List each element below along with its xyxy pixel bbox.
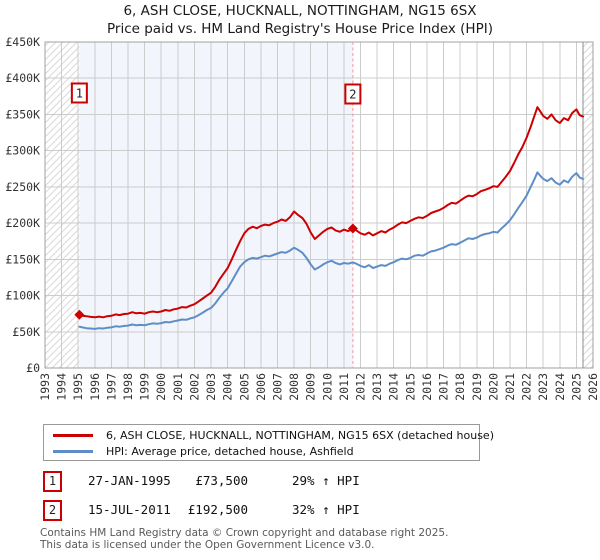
y-axis-tick-label: £250K xyxy=(5,180,40,194)
x-axis-tick-label: 2015 xyxy=(403,373,417,401)
x-axis-tick-label: 1999 xyxy=(138,373,152,401)
x-axis-tick-label: 2022 xyxy=(520,373,534,401)
transaction-row: 2 15-JUL-2011 £192,500 32% ↑ HPI xyxy=(0,500,600,521)
x-axis-tick-label: 2004 xyxy=(221,373,235,401)
x-axis-tick-label: 2000 xyxy=(154,373,168,401)
legend-label: 6, ASH CLOSE, HUCKNALL, NOTTINGHAM, NG15… xyxy=(106,428,494,442)
footer-line: Contains HM Land Registry data © Crown c… xyxy=(40,527,449,539)
legend-item-hpi: HPI: Average price, detached house, Ashf… xyxy=(44,443,479,459)
sale-marker-number: 1 xyxy=(76,87,83,101)
transaction-number-badge: 2 xyxy=(43,500,62,521)
y-axis-tick-label: £100K xyxy=(5,289,40,303)
plot-border xyxy=(44,41,594,369)
sale-marker-box xyxy=(70,82,88,104)
x-axis-tick-label: 2001 xyxy=(171,373,185,401)
x-axis-tick-label: 2026 xyxy=(586,373,600,401)
price-paid-line xyxy=(78,106,584,319)
transaction-price: £192,500 xyxy=(187,502,248,517)
transaction-number-badge: 1 xyxy=(43,471,62,492)
hpi-line xyxy=(78,171,584,330)
x-axis-tick-label: 2003 xyxy=(204,373,218,401)
y-axis-tick-label: £300K xyxy=(5,144,40,158)
x-axis-tick-label: 2010 xyxy=(320,373,334,401)
between-sales-shaded-region xyxy=(79,42,353,368)
transaction-date: 15-JUL-2011 xyxy=(88,502,171,517)
transaction-date: 27-JAN-1995 xyxy=(88,473,171,488)
x-axis-tick-label: 2007 xyxy=(270,373,284,401)
x-axis-tick-label: 1993 xyxy=(38,373,52,401)
price-chart: 1 2 £0 £50K £100K £150K £200K £250K £300K £350K £4… xyxy=(5,35,600,401)
x-axis-tick-label: 2011 xyxy=(337,373,351,401)
x-axis-tick-label: 2023 xyxy=(536,373,550,401)
x-axis-tick-label: 2013 xyxy=(370,373,384,401)
x-axis-tick-label: 2020 xyxy=(486,373,500,401)
y-axis-tick-label: £400K xyxy=(5,71,40,85)
x-axis-tick-label: 2006 xyxy=(254,373,268,401)
footer-line: This data is licensed under the Open Gov… xyxy=(40,539,375,551)
chart-legend: 6, ASH CLOSE, HUCKNALL, NOTTINGHAM, NG15… xyxy=(43,424,494,461)
y-axis-tick-label: £200K xyxy=(5,216,40,230)
x-axis-tick-label: 2024 xyxy=(553,373,567,401)
x-axis-tick-label: 1995 xyxy=(71,373,85,401)
no-data-hatched-region xyxy=(583,42,593,368)
y-axis-tick-label: £50K xyxy=(12,325,40,339)
y-axis-tick-label: £0 xyxy=(26,361,40,375)
x-axis-tick-label: 2021 xyxy=(503,373,517,401)
sale-marker-number: 2 xyxy=(349,88,356,102)
x-axis-tick-label: 2009 xyxy=(304,373,318,401)
transaction-price: £73,500 xyxy=(195,473,248,488)
page-subtitle: Price paid vs. HM Land Registry's House … xyxy=(107,21,493,37)
transaction-hpi-change: 32% ↑ HPI xyxy=(292,502,360,517)
x-axis-tick-label: 2008 xyxy=(287,373,301,401)
x-axis-tick-label: 1994 xyxy=(55,373,69,401)
x-axis-tick-label: 2016 xyxy=(420,373,434,401)
price-line-swatch xyxy=(53,433,93,437)
sale-point-diamond xyxy=(347,223,358,234)
sale-point-diamond xyxy=(74,309,85,320)
x-axis-tick-label: 2005 xyxy=(237,373,251,401)
transaction-row: 1 27-JAN-1995 £73,500 29% ↑ HPI xyxy=(0,471,600,492)
y-axis-tick-label: £450K xyxy=(5,35,40,49)
x-axis-tick-label: 2018 xyxy=(453,373,467,401)
legend-label: HPI: Average price, detached house, Ashf… xyxy=(106,444,354,458)
x-axis-tick-label: 1996 xyxy=(88,373,102,401)
license-footer: Contains HM Land Registry data © Crown c… xyxy=(40,527,600,551)
x-axis-tick-label: 1997 xyxy=(104,373,118,401)
x-axis-tick-label: 1998 xyxy=(121,373,135,401)
y-axis-tick-label: £150K xyxy=(5,252,40,266)
page-title: 6, ASH CLOSE, HUCKNALL, NOTTINGHAM, NG15… xyxy=(123,3,477,19)
y-axis-tick-label: £350K xyxy=(5,107,40,121)
x-axis-tick-label: 2012 xyxy=(354,373,368,401)
x-axis-tick-label: 2014 xyxy=(387,373,401,401)
legend-item-price-paid: 6, ASH CLOSE, HUCKNALL, NOTTINGHAM, NG15… xyxy=(44,427,494,443)
x-axis-tick-label: 2019 xyxy=(470,373,484,401)
x-axis-tick-label: 2017 xyxy=(437,373,451,401)
sale-marker-box xyxy=(344,83,362,105)
hpi-line-swatch xyxy=(53,449,93,453)
x-axis-tick-label: 2002 xyxy=(187,373,201,401)
x-axis-tick-label: 2025 xyxy=(569,373,583,401)
chart-svg: 1 2 £0 £50K £100K £150K £200K £250K £300K £350K £4… xyxy=(5,35,600,401)
transaction-hpi-change: 29% ↑ HPI xyxy=(292,473,360,488)
